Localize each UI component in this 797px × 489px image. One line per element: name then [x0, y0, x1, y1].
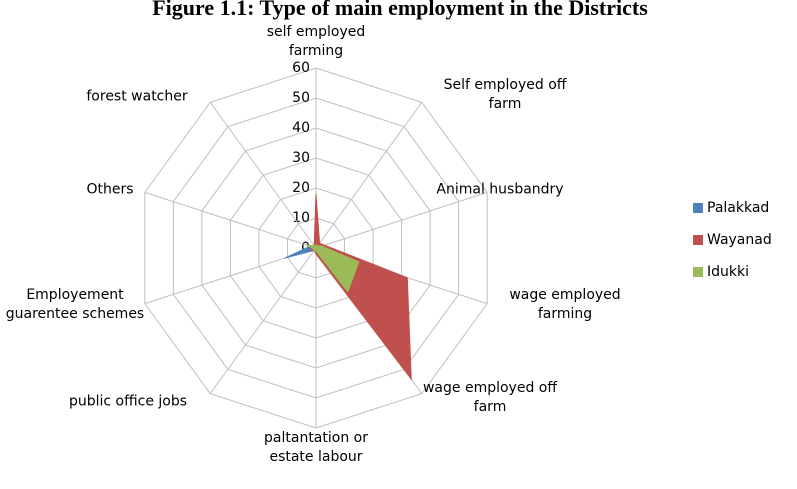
category-label: public office jobs [68, 393, 188, 410]
category-label: wage employed farming [509, 287, 621, 322]
series-area [305, 244, 360, 293]
legend-label: Idukki [707, 264, 749, 280]
category-label: Others [86, 181, 134, 198]
chart-title: Figure 1.1: Type of main employment in t… [152, 0, 648, 20]
spoke [315, 191, 488, 249]
r-tick-label: 10 [292, 210, 310, 226]
category-label: forest watcher [86, 88, 188, 105]
legend-swatch [693, 267, 703, 277]
r-tick-label: 20 [292, 180, 310, 196]
legend-label: Wayanad [707, 232, 772, 248]
category-label: self employed farming [266, 24, 366, 59]
category-label: Employement guarentee schemes [5, 287, 145, 322]
category-label: wage employed off farm [422, 380, 558, 415]
r-tick-label: 30 [292, 150, 310, 166]
legend-swatch [693, 203, 703, 213]
spoke [209, 247, 317, 394]
category-label: Self employed off farm [443, 77, 567, 112]
r-tick-label: 40 [292, 120, 310, 136]
spoke [209, 102, 317, 249]
r-tick-label: 60 [292, 60, 310, 76]
legend-swatch [693, 235, 703, 245]
spoke [315, 102, 423, 249]
category-label: Animal husbandry [436, 181, 564, 198]
r-tick-label: 50 [292, 90, 310, 106]
legend-label: Palakkad [707, 200, 769, 216]
category-label: paltantation or estate labour [264, 430, 368, 465]
spoke [144, 191, 317, 249]
